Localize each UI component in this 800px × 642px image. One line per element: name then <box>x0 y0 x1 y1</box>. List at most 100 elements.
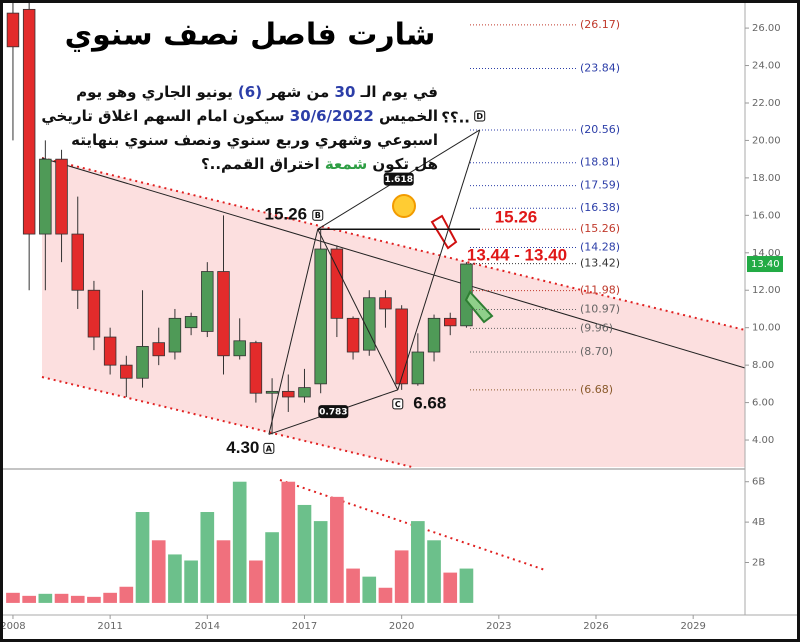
volume-bar <box>232 481 247 603</box>
target-range: 13.44 - 13.40 <box>467 246 567 265</box>
candle-body <box>22 8 36 235</box>
candle-body <box>87 289 101 338</box>
candle-body <box>249 342 263 394</box>
candle-body <box>330 248 344 319</box>
fib-label: (15.26) <box>580 222 620 235</box>
point-letter: A <box>266 444 273 453</box>
point-letter: C <box>395 400 401 409</box>
candle-body <box>395 308 408 385</box>
fib-label: (20.56) <box>580 123 620 136</box>
note-line: في يوم الـ 30 من شهر (6) يونيو الجاري وه… <box>76 83 438 102</box>
point-letter: B <box>315 211 321 220</box>
x-tick-label: 2023 <box>486 621 511 632</box>
volume-bar <box>330 496 344 603</box>
note-line: هل تكون شمعة اختراق القمم..؟ <box>201 155 438 173</box>
y-tick-label: 4B <box>752 517 765 528</box>
x-tick-label: 2014 <box>195 621 220 632</box>
candle-body <box>184 316 198 329</box>
volume-bar <box>22 595 36 603</box>
y-tick-label: 26.00 <box>752 23 781 34</box>
x-tick-label: 2026 <box>583 621 608 632</box>
point-label: 15.26 <box>264 205 307 224</box>
volume-bar <box>184 560 198 603</box>
note-line: اسبوعي وشهري وربع سنوي ونصف سنوي بنهايته <box>71 131 438 150</box>
x-tick-label: 2029 <box>680 621 705 632</box>
volume-bar <box>427 540 441 603</box>
x-tick-label: 2017 <box>292 621 317 632</box>
y-tick-label: 14.00 <box>752 248 781 259</box>
volume-bar <box>216 540 231 603</box>
volume-bar <box>103 592 117 603</box>
point-letter: D <box>476 112 483 121</box>
candle-body <box>201 271 214 332</box>
volume-bar <box>297 504 312 603</box>
candle-body <box>444 317 457 327</box>
candle-body <box>282 390 295 398</box>
note-text: 30 <box>335 83 356 101</box>
candle-body <box>136 346 149 379</box>
volume-bar <box>70 595 85 603</box>
candle-body <box>55 158 68 235</box>
fib-label: (6.68) <box>580 383 613 396</box>
x-tick-label: 2008 <box>0 621 25 632</box>
candle-body <box>298 387 311 398</box>
volume-bar <box>346 568 360 603</box>
fib-label: (23.84) <box>580 62 620 75</box>
note-text: سيكون امام السهم اغلاق تاريخي <box>41 107 289 125</box>
candle-body <box>39 158 52 235</box>
volume-bar <box>443 572 458 603</box>
y-tick-label: 18.00 <box>752 173 781 184</box>
x-tick-label: 2020 <box>389 621 414 632</box>
volume-bar <box>38 593 53 603</box>
y-tick-label: 6.00 <box>752 398 774 409</box>
x-tick-label: 2011 <box>97 621 122 632</box>
note-text: شمعة <box>325 155 367 173</box>
volume-bar <box>151 540 166 603</box>
volume-bar <box>249 560 263 603</box>
note-text: (6) <box>238 83 262 101</box>
ratio-label: 1.618 <box>385 175 413 185</box>
volume-bar <box>281 481 296 603</box>
volume-bar <box>265 532 279 603</box>
note-text: الخميس <box>374 107 438 125</box>
price-panel <box>6 0 473 435</box>
note-text: اختراق القمم..؟ <box>201 155 325 173</box>
candle-body <box>346 317 360 353</box>
candle-body <box>427 317 441 353</box>
candle-body <box>120 364 133 379</box>
chart-title: شارت فاصل نصف سنوي <box>65 18 436 53</box>
fib-label: (13.42) <box>580 257 620 270</box>
note-text: من شهر <box>262 83 334 101</box>
candle-body <box>168 317 182 353</box>
candle-body <box>71 233 84 291</box>
hand-icon <box>430 214 458 250</box>
volume-bar <box>411 521 425 603</box>
note-text: 30/6/2022 <box>290 107 374 125</box>
fib-label: (16.38) <box>580 201 620 214</box>
note-text: اسبوعي وشهري وربع سنوي ونصف سنوي بنهايته <box>71 131 438 150</box>
volume-bar <box>378 587 393 603</box>
volume-bar <box>459 568 474 603</box>
pattern-line <box>268 229 319 435</box>
hand-icon <box>464 290 494 324</box>
last-price-tag <box>747 256 783 273</box>
point-label: 4.30 <box>226 438 259 457</box>
last-price-label: 13.40 <box>751 259 780 270</box>
fib-label: (9.96) <box>580 321 613 334</box>
fib-label: (8.70) <box>580 345 613 358</box>
candle-body <box>411 351 425 385</box>
pattern-line <box>317 228 399 391</box>
volume-bar <box>362 576 377 603</box>
volume-bar <box>313 521 328 603</box>
point-badge <box>474 110 486 122</box>
question-mark: ؟؟.. <box>441 109 470 127</box>
candle-body <box>217 271 230 357</box>
pattern-line <box>397 129 481 391</box>
fib-label: (10.97) <box>580 303 620 316</box>
point-badge <box>312 209 324 221</box>
y-tick-label: 8.00 <box>752 360 774 371</box>
ratio-badge <box>318 405 349 419</box>
candle-body <box>6 12 20 48</box>
y-tick-label: 12.00 <box>752 285 781 296</box>
